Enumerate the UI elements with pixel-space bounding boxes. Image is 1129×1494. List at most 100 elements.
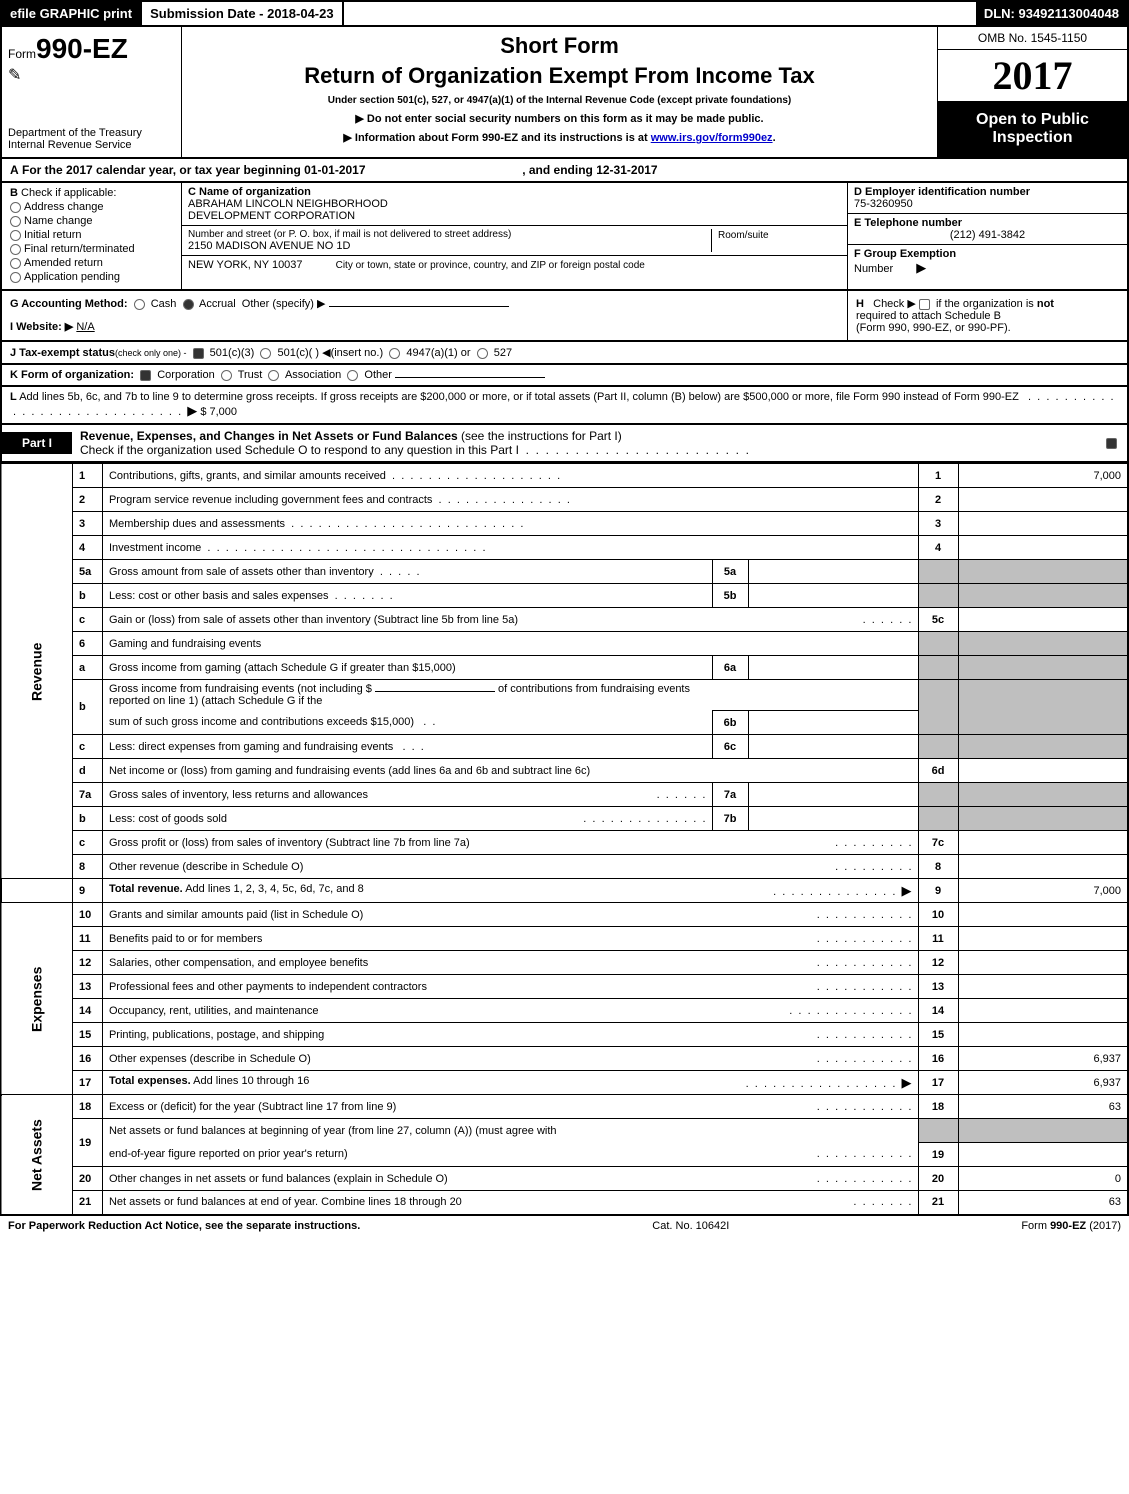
line-18-desc: Excess or (deficit) for the year (Subtra… bbox=[102, 1095, 918, 1119]
line-10-num: 10 bbox=[72, 903, 102, 927]
line-6b-num: b bbox=[72, 680, 102, 735]
check-final-return[interactable] bbox=[10, 244, 21, 255]
check-trust[interactable] bbox=[221, 370, 232, 381]
check-amended[interactable] bbox=[10, 258, 21, 269]
row-a-text2: , and ending 12-31-2017 bbox=[522, 163, 657, 177]
table-row: end-of-year figure reported on prior yea… bbox=[1, 1143, 1128, 1167]
line-11-desc: Benefits paid to or for members. . . . .… bbox=[102, 927, 918, 951]
shade-7b-v bbox=[958, 807, 1128, 831]
table-row: Net Assets 18 Excess or (deficit) for th… bbox=[1, 1095, 1128, 1119]
check-4947[interactable] bbox=[389, 348, 400, 359]
header-col1: Form990-EZ ✎ Department of the Treasury … bbox=[2, 27, 182, 157]
line-6c-num: c bbox=[72, 735, 102, 759]
table-row: 8 Other revenue (describe in Schedule O)… bbox=[1, 855, 1128, 879]
shade-7b bbox=[918, 807, 958, 831]
table-row: 3 Membership dues and assessments . . . … bbox=[1, 512, 1128, 536]
line-12-num: 12 bbox=[72, 951, 102, 975]
table-row: 4 Investment income . . . . . . . . . . … bbox=[1, 536, 1128, 560]
short-form-label: Short Form bbox=[190, 33, 929, 59]
line-5a-num: 5a bbox=[72, 560, 102, 584]
check-accrual[interactable] bbox=[183, 299, 194, 310]
line-20-val: 0 bbox=[958, 1167, 1128, 1191]
section-netassets: Net Assets bbox=[1, 1095, 72, 1215]
check-other-org[interactable] bbox=[347, 370, 358, 381]
line-4-val bbox=[958, 536, 1128, 560]
line-6-desc: Gaming and fundraising events bbox=[102, 632, 918, 656]
table-row: 11 Benefits paid to or for members. . . … bbox=[1, 927, 1128, 951]
row-a-text1: For the 2017 calendar year, or tax year … bbox=[22, 163, 366, 177]
line-3-desc: Membership dues and assessments . . . . … bbox=[102, 512, 918, 536]
shade-5a-v bbox=[958, 560, 1128, 584]
tax-year: 2017 bbox=[938, 50, 1127, 101]
opt-501c3: 501(c)(3) bbox=[210, 347, 255, 359]
part-i-badge: Part I bbox=[2, 432, 72, 454]
line-13-num: 13 bbox=[72, 975, 102, 999]
table-row: 21 Net assets or fund balances at end of… bbox=[1, 1191, 1128, 1215]
line-6c-desc: Less: direct expenses from gaming and fu… bbox=[102, 735, 712, 759]
shade-6b-v bbox=[958, 680, 1128, 735]
line-21-ln: 21 bbox=[918, 1191, 958, 1215]
row-a: A For the 2017 calendar year, or tax yea… bbox=[0, 159, 1129, 183]
part-i-title: Revenue, Expenses, and Changes in Net As… bbox=[72, 425, 760, 461]
check-h[interactable] bbox=[919, 299, 930, 310]
h-text3: required to attach Schedule B bbox=[856, 310, 1001, 322]
label-b: B bbox=[10, 187, 18, 199]
line-4-desc: Investment income . . . . . . . . . . . … bbox=[102, 536, 918, 560]
check-cash[interactable] bbox=[134, 299, 145, 310]
opt-4947: 4947(a)(1) or bbox=[406, 347, 470, 359]
line-6b-desc-1: Gross income from fundraising events (no… bbox=[102, 680, 918, 711]
shade-5b bbox=[918, 584, 958, 608]
line-2-val bbox=[958, 488, 1128, 512]
header-col2: Short Form Return of Organization Exempt… bbox=[182, 27, 937, 157]
check-initial-return[interactable] bbox=[10, 230, 21, 241]
check-address-change[interactable] bbox=[10, 202, 21, 213]
opt-corp: Corporation bbox=[157, 369, 214, 381]
check-501c3[interactable] bbox=[193, 348, 204, 359]
line-15-num: 15 bbox=[72, 1023, 102, 1047]
line-9-ln: 9 bbox=[918, 879, 958, 903]
line-19-ln: 19 bbox=[918, 1143, 958, 1167]
line-17-ln: 17 bbox=[918, 1071, 958, 1095]
section-bcd: B Check if applicable: Address change Na… bbox=[0, 183, 1129, 291]
notice-2-link[interactable]: www.irs.gov/form990ez bbox=[651, 132, 773, 144]
j-label: J Tax-exempt status bbox=[10, 347, 115, 359]
org-name-1: ABRAHAM LINCOLN NEIGHBORHOOD bbox=[188, 198, 841, 210]
line-1-val: 7,000 bbox=[958, 464, 1128, 488]
line-6d-ln: 6d bbox=[918, 759, 958, 783]
l-amount: $ 7,000 bbox=[200, 406, 237, 418]
opt-assoc: Association bbox=[285, 369, 341, 381]
opt-initial-return: Initial return bbox=[24, 229, 81, 241]
check-pending[interactable] bbox=[10, 272, 21, 283]
b-intro: Check if applicable: bbox=[21, 187, 116, 199]
h-text4: (Form 990, 990-EZ, or 990-PF). bbox=[856, 322, 1011, 334]
line-7a-desc: Gross sales of inventory, less returns a… bbox=[102, 783, 712, 807]
check-corp[interactable] bbox=[140, 370, 151, 381]
line-8-val bbox=[958, 855, 1128, 879]
form-header: Form990-EZ ✎ Department of the Treasury … bbox=[0, 25, 1129, 159]
check-501c[interactable] bbox=[260, 348, 271, 359]
part-i-title-text: Revenue, Expenses, and Changes in Net As… bbox=[80, 429, 458, 443]
shade-6c bbox=[918, 735, 958, 759]
part-i-check-line: Check if the organization used Schedule … bbox=[80, 443, 519, 457]
table-row: Revenue 1 Contributions, gifts, grants, … bbox=[1, 464, 1128, 488]
opt-insert-no: ◀(insert no.) bbox=[322, 347, 383, 359]
check-assoc[interactable] bbox=[268, 370, 279, 381]
line-16-ln: 16 bbox=[918, 1047, 958, 1071]
check-part-i-schedule-o[interactable] bbox=[1106, 438, 1117, 449]
opt-amended: Amended return bbox=[24, 257, 103, 269]
row-l: L Add lines 5b, 6c, and 7b to line 9 to … bbox=[0, 387, 1129, 425]
k-label: K Form of organization: bbox=[10, 369, 134, 381]
shade-6-v bbox=[958, 632, 1128, 656]
check-name-change[interactable] bbox=[10, 216, 21, 227]
h-text2: if the organization is bbox=[936, 298, 1034, 310]
i-label: I Website: ▶ bbox=[10, 321, 73, 333]
line-5c-num: c bbox=[72, 608, 102, 632]
table-row: 15 Printing, publications, postage, and … bbox=[1, 1023, 1128, 1047]
line-11-val bbox=[958, 927, 1128, 951]
dln: DLN: 93492113004048 bbox=[976, 2, 1127, 25]
line-5b-num: b bbox=[72, 584, 102, 608]
opt-pending: Application pending bbox=[24, 271, 120, 283]
line-5c-desc: Gain or (loss) from sale of assets other… bbox=[102, 608, 918, 632]
col-h: H Check ▶ if the organization is not req… bbox=[847, 291, 1127, 340]
check-527[interactable] bbox=[477, 348, 488, 359]
